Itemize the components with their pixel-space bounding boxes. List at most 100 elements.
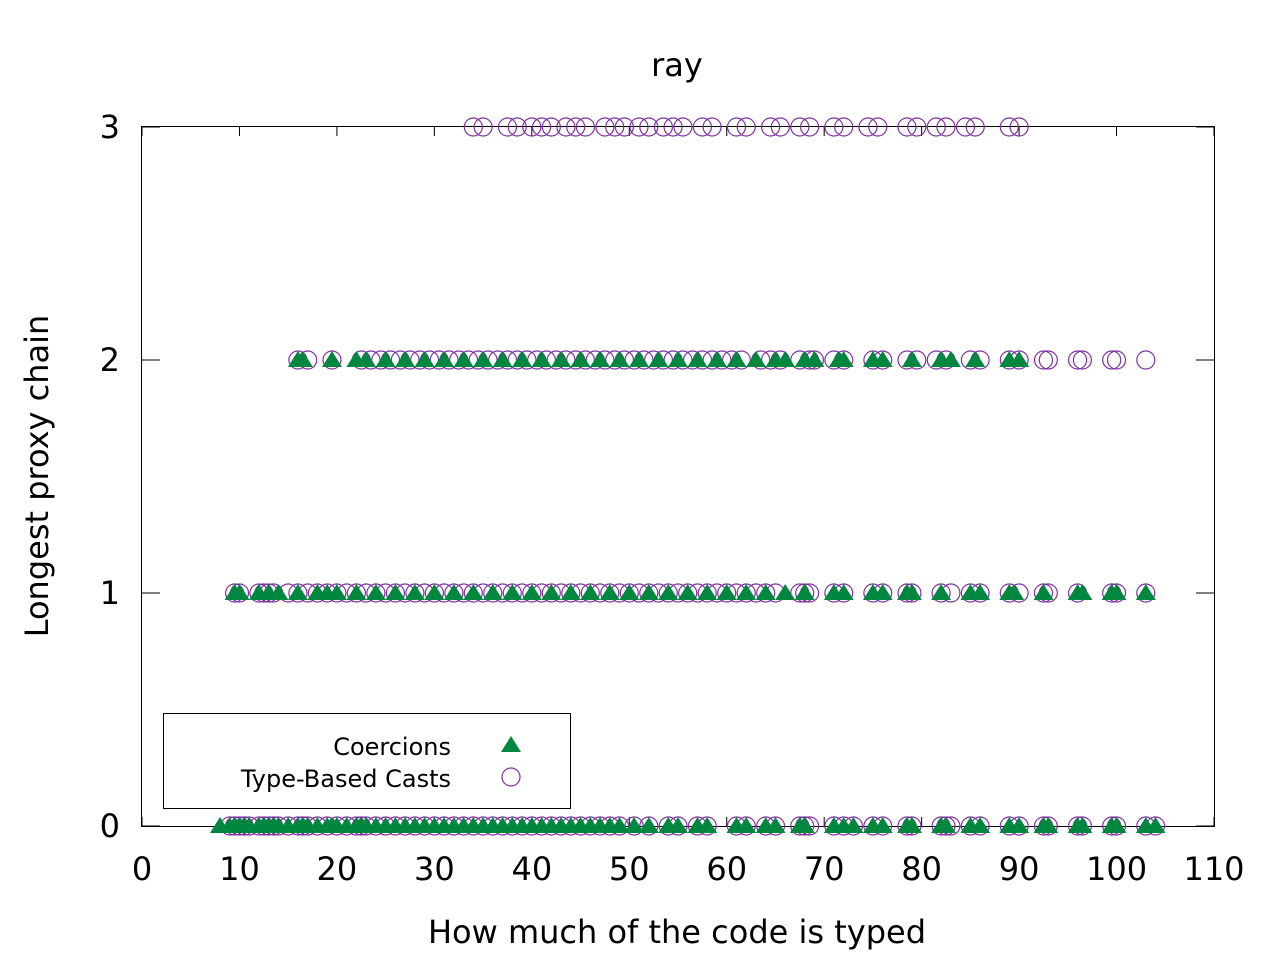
point-type-based-casts [575, 117, 596, 137]
point-coercions [970, 584, 991, 600]
x-axis-tick-labels: 0 10 20 30 40 50 60 70 80 90 100 110 [132, 850, 1245, 888]
point-type-based-casts [595, 117, 615, 137]
point-coercions [1004, 584, 1025, 600]
point-coercions [736, 584, 757, 600]
point-coercions [346, 584, 367, 600]
point-coercions [609, 817, 630, 833]
point-type-based-casts [507, 117, 527, 137]
point-coercions [901, 817, 922, 833]
x-tick-label: 50 [609, 850, 650, 888]
point-coercions [570, 351, 591, 367]
point-coercions [1009, 351, 1030, 367]
point-coercions [590, 351, 610, 367]
point-type-based-casts [473, 117, 493, 137]
point-coercions [716, 584, 737, 600]
legend: Coercions Type-Based Casts [163, 713, 571, 809]
point-coercions [287, 584, 308, 600]
point-coercions [482, 584, 503, 600]
legend-box [163, 713, 571, 809]
y-tick-label: 3 [100, 108, 120, 146]
y-axis-label: Longest proxy chain [18, 315, 56, 638]
point-coercions [292, 351, 313, 367]
point-coercions [638, 584, 659, 600]
point-coercions [463, 584, 484, 600]
point-coercions [609, 351, 630, 367]
point-coercions [936, 817, 956, 833]
point-coercions [658, 584, 679, 600]
point-coercions [541, 584, 562, 600]
point-coercions [872, 817, 893, 833]
point-type-based-casts [556, 117, 576, 137]
point-coercions [473, 351, 494, 367]
y-tick-label: 0 [100, 807, 120, 845]
x-tick-label: 40 [511, 850, 552, 888]
point-coercions [970, 817, 991, 833]
point-coercions [512, 351, 533, 367]
point-coercions [1145, 817, 1166, 833]
point-type-based-casts [1102, 350, 1122, 370]
point-coercions [833, 584, 854, 600]
point-coercions [619, 584, 640, 600]
point-coercions [385, 584, 406, 600]
point-type-based-casts [799, 117, 820, 137]
point-type-based-casts [1009, 117, 1029, 137]
point-type-based-casts [692, 117, 713, 137]
point-type-based-casts [702, 117, 722, 137]
point-coercions [1135, 584, 1156, 600]
point-type-based-casts [566, 117, 586, 137]
point-type-based-casts [653, 117, 674, 137]
point-type-based-casts [897, 117, 917, 137]
point-type-based-casts [629, 117, 649, 137]
point-coercions [872, 351, 893, 367]
point-coercions [726, 351, 747, 367]
x-axis-label: How much of the code is typed [428, 913, 926, 951]
x-tick-label: 90 [999, 850, 1040, 888]
point-coercions [531, 351, 552, 367]
point-type-based-casts [614, 117, 635, 137]
point-type-based-casts [790, 117, 810, 137]
point-coercions [755, 584, 776, 600]
point-coercions [521, 584, 542, 600]
point-coercions [580, 584, 601, 600]
x-tick-label: 0 [132, 850, 152, 888]
x-tick-label: 30 [414, 850, 455, 888]
point-coercions [638, 817, 659, 833]
point-coercions [775, 584, 796, 600]
x-tick-label: 80 [901, 850, 942, 888]
point-type-based-casts [907, 117, 927, 137]
point-coercions [551, 351, 572, 367]
point-coercions [365, 584, 386, 600]
point-coercions [668, 817, 688, 833]
x-tick-label: 20 [317, 850, 358, 888]
point-coercions [872, 584, 893, 600]
point-type-based-casts [1038, 350, 1058, 370]
x-tick-label: 70 [804, 850, 845, 888]
point-type-based-casts [824, 117, 844, 137]
point-type-based-casts [1067, 350, 1088, 370]
point-type-based-casts [1106, 350, 1127, 370]
legend-label-type-based-casts: Type-Based Casts [240, 765, 451, 793]
point-coercions [687, 351, 708, 367]
point-coercions [736, 817, 757, 833]
point-coercions [404, 584, 425, 600]
point-type-based-casts [1033, 350, 1054, 370]
point-coercions [599, 584, 620, 600]
point-coercions [901, 584, 922, 600]
point-coercions [229, 584, 250, 600]
point-coercions [931, 584, 952, 600]
point-coercions [1106, 584, 1127, 600]
point-type-based-casts [955, 117, 976, 137]
point-coercions [424, 584, 445, 600]
point-type-based-casts [834, 117, 854, 137]
point-coercions [453, 351, 474, 367]
point-type-based-casts [770, 117, 790, 137]
point-type-based-casts [541, 117, 561, 137]
point-coercions [940, 351, 961, 367]
point-coercions [697, 817, 718, 833]
point-coercions [648, 351, 669, 367]
axis-ticks [141, 126, 1215, 827]
point-coercions [765, 817, 786, 833]
point-type-based-casts [1072, 350, 1093, 370]
y-axis-tick-labels: 0 1 2 3 [100, 108, 120, 845]
point-type-based-casts [522, 117, 542, 137]
